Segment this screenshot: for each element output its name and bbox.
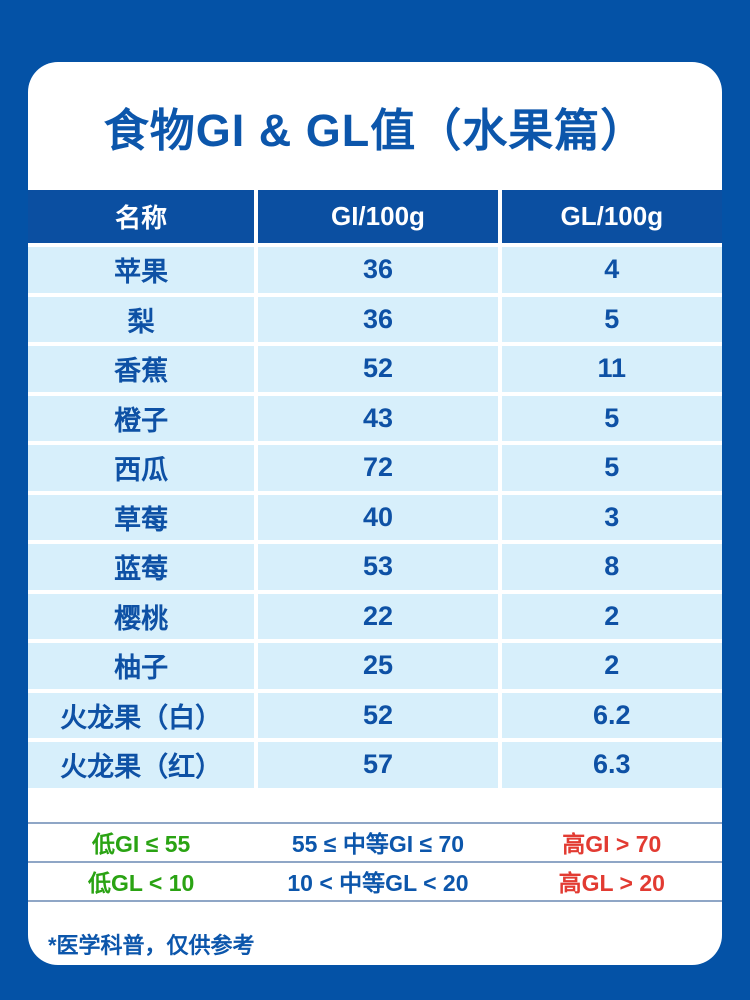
table-row: 火龙果（红） 57 6.3 <box>28 742 722 788</box>
cell-name: 柚子 <box>28 643 255 689</box>
cell-name: 蓝莓 <box>28 544 255 590</box>
cell-gl: 3 <box>501 494 722 540</box>
cell-gl: 5 <box>501 395 722 441</box>
table-header-row: 名称 GI/100g GL/100g <box>28 190 722 243</box>
legend-gl-low: 低GL < 10 <box>88 870 195 896</box>
cell-gi: 36 <box>258 296 498 342</box>
cell-name: 火龙果（白） <box>28 692 255 738</box>
cell-name: 橙子 <box>28 395 255 441</box>
cell-gi: 40 <box>258 494 498 540</box>
legend-gi-high: 高GI > 70 <box>562 831 662 857</box>
cell-name: 西瓜 <box>28 445 255 491</box>
cell-gi: 72 <box>258 445 498 491</box>
cell-gl: 5 <box>501 296 722 342</box>
table-row: 苹果 36 4 <box>28 247 722 293</box>
cell-name: 火龙果（红） <box>28 742 255 788</box>
cell-gl: 5 <box>501 445 722 491</box>
cell-gl: 2 <box>501 593 722 639</box>
table-row: 梨 36 5 <box>28 296 722 342</box>
table-row: 樱桃 22 2 <box>28 593 722 639</box>
table-row: 草莓 40 3 <box>28 494 722 540</box>
cell-gi: 43 <box>258 395 498 441</box>
legend-gi-low: 低GI ≤ 55 <box>92 831 191 857</box>
header-name: 名称 <box>28 190 255 243</box>
poster-title: 食物GI & GL值（水果篇） <box>103 104 647 156</box>
cell-gi: 36 <box>258 247 498 293</box>
legend-gl-high: 高GL > 20 <box>558 870 665 896</box>
cell-gl: 2 <box>501 643 722 689</box>
header-gi: GI/100g <box>258 190 498 243</box>
cell-gl: 8 <box>501 544 722 590</box>
cell-name: 梨 <box>28 296 255 342</box>
legend-gl-medium: 10 < 中等GL < 20 <box>287 870 469 896</box>
cell-gl: 6.3 <box>501 742 722 788</box>
cell-gl: 4 <box>501 247 722 293</box>
cell-gi: 52 <box>258 692 498 738</box>
cell-name: 草莓 <box>28 494 255 540</box>
legend-gi-medium: 55 ≤ 中等GI ≤ 70 <box>291 831 465 857</box>
footnote: *医学科普，仅供参考 <box>48 932 255 958</box>
cell-gl: 6.2 <box>501 692 722 738</box>
table-row: 柚子 25 2 <box>28 643 722 689</box>
cell-name: 樱桃 <box>28 593 255 639</box>
cell-gi: 52 <box>258 346 498 392</box>
table-row: 橙子 43 5 <box>28 395 722 441</box>
cell-gl: 11 <box>501 346 722 392</box>
table-row: 蓝莓 53 8 <box>28 544 722 590</box>
table-row: 西瓜 72 5 <box>28 445 722 491</box>
legend-gi-row: 低GI ≤ 55 55 ≤ 中等GI ≤ 70 高GI > 70 <box>28 824 722 863</box>
cell-gi: 53 <box>258 544 498 590</box>
table-row: 香蕉 52 11 <box>28 346 722 392</box>
poster-card: 食物GI & GL值（水果篇） 名称 GI/100g GL/100g 苹果 36… <box>28 62 722 965</box>
cell-gi: 57 <box>258 742 498 788</box>
legend: 低GI ≤ 55 55 ≤ 中等GI ≤ 70 高GI > 70 低GL < 1… <box>28 821 722 902</box>
table-row: 火龙果（白） 52 6.2 <box>28 692 722 738</box>
table-body: 苹果 36 4 梨 36 5 香蕉 52 11 橙子 43 5 西瓜 72 <box>28 243 722 788</box>
legend-gl-row: 低GL < 10 10 < 中等GL < 20 高GL > 20 <box>28 863 722 902</box>
cell-gi: 25 <box>258 643 498 689</box>
header-gl: GL/100g <box>501 190 722 243</box>
gi-gl-table: 名称 GI/100g GL/100g 苹果 36 4 梨 36 5 香蕉 52 … <box>28 190 722 788</box>
cell-name: 苹果 <box>28 247 255 293</box>
cell-name: 香蕉 <box>28 346 255 392</box>
cell-gi: 22 <box>258 593 498 639</box>
